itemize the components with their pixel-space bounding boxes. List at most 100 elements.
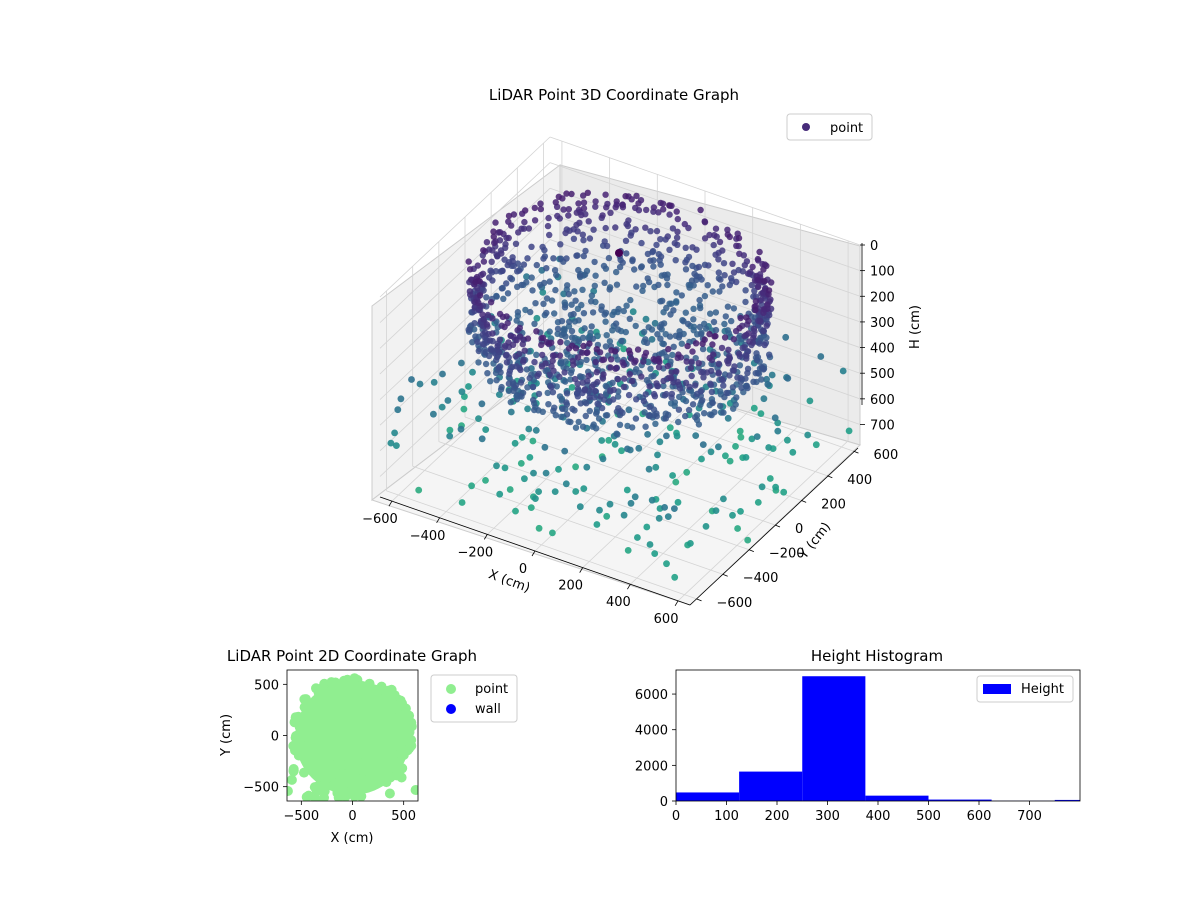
data-point-3d	[584, 377, 591, 385]
data-point-3d	[620, 383, 628, 391]
data-point-3d	[528, 274, 535, 281]
data-point-3d	[625, 347, 633, 354]
data-point-2d	[331, 759, 342, 770]
data-point-3d	[552, 199, 559, 206]
data-point-3d	[496, 490, 504, 498]
data-point-3d	[446, 432, 454, 440]
data-point-3d	[698, 368, 705, 376]
x-tick-label-histogram: 100	[714, 809, 739, 824]
data-point-3d	[674, 228, 681, 235]
y-tick-label-3d: 0	[795, 522, 803, 537]
data-point-3d	[632, 415, 640, 422]
data-point-3d	[620, 345, 627, 353]
data-point-3d	[598, 306, 605, 313]
data-point-3d	[501, 344, 508, 351]
data-point-3d	[719, 283, 726, 290]
data-point-3d	[543, 339, 550, 346]
data-point-3d	[563, 399, 570, 406]
data-point-3d	[480, 316, 487, 323]
data-point-3d	[708, 411, 715, 419]
data-point-3d	[492, 219, 499, 226]
data-point-3d	[603, 412, 611, 419]
data-point-3d	[626, 371, 633, 378]
data-point-3d	[571, 318, 579, 325]
data-point-3d	[514, 268, 521, 275]
data-point-3d	[446, 426, 454, 434]
data-point-3d	[517, 366, 524, 374]
data-point-3d	[563, 411, 571, 418]
data-point-3d	[525, 425, 533, 433]
data-point-3d	[623, 250, 630, 257]
data-point-3d	[510, 211, 518, 218]
grid-line	[379, 162, 551, 323]
data-point-3d	[590, 226, 597, 233]
data-point-3d	[575, 418, 582, 426]
data-point-3d	[537, 205, 544, 213]
data-point-3d	[586, 394, 593, 401]
data-point-3d	[644, 358, 652, 366]
data-point-3d	[751, 287, 758, 294]
pane-floor	[370, 356, 861, 606]
data-point-3d	[566, 318, 573, 325]
data-point-3d	[680, 318, 687, 325]
x-tick-label-histogram: 700	[1017, 809, 1042, 824]
data-point-3d	[634, 346, 642, 353]
data-point-3d	[683, 468, 691, 476]
data-point-3d	[660, 340, 667, 348]
data-point-3d	[746, 338, 753, 345]
data-point-2d	[288, 740, 299, 751]
data-point-2d	[318, 780, 329, 791]
y-tick-label-2d: 500	[254, 678, 279, 693]
data-point-3d	[697, 388, 704, 395]
data-point-3d	[642, 423, 649, 430]
x-axis-label-2d: X (cm)	[331, 831, 374, 846]
data-point-3d	[551, 310, 558, 317]
data-point-3d	[592, 358, 599, 366]
data-point-3d	[545, 214, 552, 222]
data-point-3d	[505, 380, 513, 387]
data-point-3d	[715, 360, 722, 367]
data-point-3d	[660, 377, 667, 385]
data-point-3d	[605, 436, 613, 444]
data-point-3d	[579, 349, 586, 356]
data-point-3d	[661, 504, 668, 511]
data-point-3d	[744, 536, 752, 544]
x-tick-3d	[483, 534, 488, 540]
data-point-3d	[724, 414, 732, 422]
data-point-3d	[517, 379, 525, 386]
data-point-3d	[606, 338, 614, 345]
data-point-3d	[444, 397, 452, 404]
data-point-3d	[629, 424, 636, 431]
grid-line	[464, 416, 776, 526]
data-point-3d	[593, 521, 601, 528]
data-point-3d	[705, 262, 712, 269]
data-point-3d	[518, 281, 525, 289]
data-point-3d	[729, 511, 736, 519]
y-tick-label-2d: 0	[271, 730, 279, 745]
data-point-3d	[498, 383, 505, 391]
data-point-3d	[715, 443, 722, 451]
data-point-3d	[651, 393, 659, 400]
data-point-3d	[700, 374, 707, 381]
data-point-3d	[682, 244, 689, 251]
data-point-3d	[546, 278, 553, 285]
data-point-3d	[753, 356, 761, 364]
data-point-3d	[589, 309, 597, 316]
data-point-3d	[521, 347, 528, 354]
data-point-3d	[458, 499, 466, 506]
histogram-bar	[1054, 799, 1080, 801]
data-point-2d	[389, 690, 400, 701]
data-point-3d	[528, 243, 535, 250]
data-point-3d	[516, 324, 523, 332]
data-point-3d	[646, 383, 653, 390]
data-point-3d	[458, 388, 466, 396]
data-point-3d	[549, 357, 556, 365]
data-point-3d	[520, 358, 527, 365]
data-point-3d	[494, 353, 501, 361]
data-point-3d	[733, 394, 740, 401]
data-point-3d	[729, 260, 736, 267]
data-point-3d	[533, 328, 540, 335]
data-point-3d	[505, 387, 513, 395]
data-point-3d	[586, 407, 593, 415]
data-point-3d	[523, 279, 530, 286]
